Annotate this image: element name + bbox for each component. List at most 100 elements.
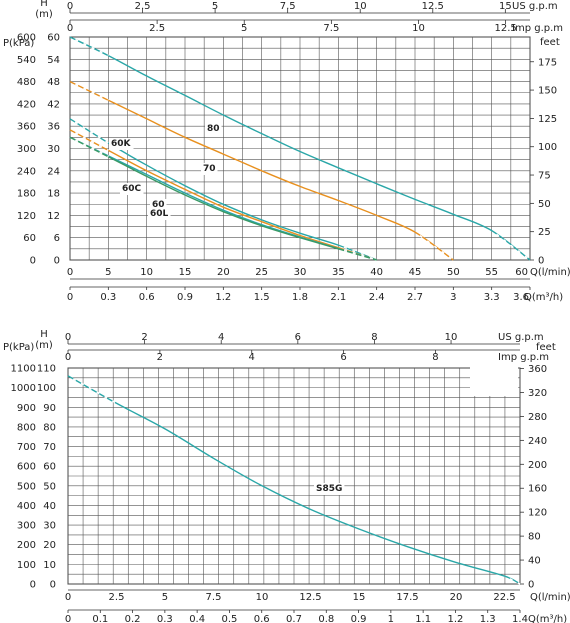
feet-tick-label: 360 [528,364,547,375]
pressure-tick-label: 600 [17,33,36,44]
pressure-tick-label: 300 [17,144,36,155]
m3h-tick-label: 0 [65,614,71,623]
feet-axis-title: feet [536,342,556,353]
pressure-tick-label: 0 [30,580,36,591]
series-dash-start [69,118,109,144]
series-dash-start [69,36,109,57]
pressure-tick-label: 1100 [11,364,36,375]
feet-tick-label: 280 [528,412,547,423]
imp-gpm-tick-label: 2 [157,352,163,363]
lmin-tick-label: 60 [515,267,528,278]
lmin-tick-label: 5 [162,592,168,603]
feet-tick-label: 80 [528,532,541,543]
us-gpm-tick-label: 15 [499,1,512,12]
series-dash-start [69,129,109,152]
feet-tick-label: 0 [528,580,534,591]
series-line-70 [69,80,454,261]
imp-gpm-tick-label: 4 [249,352,255,363]
lmin-tick-label: 15 [179,267,192,278]
pressure-tick-label: 0 [30,256,36,267]
m3h-tick-label: 3.3 [484,292,500,303]
feet-tick-label: 75 [538,171,551,182]
feet-axis-title: feet [540,37,560,48]
head-tick-label: 60 [43,462,56,473]
m3h-tick-label: 1.5 [254,292,270,303]
imp-gpm-tick-label: 10 [412,23,425,34]
head-axis-unit: (m) [35,9,53,20]
pressure-tick-label: 300 [17,521,36,532]
head-tick-label: 0 [50,580,56,591]
lmin-tick-label: 2.5 [109,592,125,603]
series-label-bg [120,183,144,195]
series-label-bg [148,208,171,220]
us-gpm-tick-label: 0 [67,1,73,12]
feet-tick-label: 40 [528,556,541,567]
m3h-tick-label: 1 [388,614,394,623]
pressure-tick-label: 420 [17,99,36,110]
head-tick-label: 30 [43,521,56,532]
gridlines [69,36,531,261]
pressure-tick-label: 120 [17,211,36,222]
m3h-tick-label: 0.1 [92,614,108,623]
m3h-tick-label: 1.4 [512,614,528,623]
m3h-tick-label: 2.4 [369,292,385,303]
lmin-tick-label: 12.5 [299,592,321,603]
pressure-tick-label: 200 [17,540,36,551]
feet-tick-label: 200 [528,460,547,471]
imp-gpm-axis-title: Imp g.p.m [512,23,563,34]
m3h-axis-title: Q(m³/h) [524,292,563,303]
pressure-axis-title: P(kPa) [3,38,34,49]
feet-tick-label: 0 [538,256,544,267]
pressure-tick-label: 240 [17,166,36,177]
series-line-60 [69,129,377,261]
series-dash-start [69,136,109,158]
imp-gpm-tick-label: 0 [67,23,73,34]
us-gpm-tick-label: 8 [371,332,377,343]
lmin-tick-label: 40 [370,267,383,278]
series-label-bg [201,163,218,175]
lmin-tick-label: 22.5 [493,592,515,603]
chart-1: P(kPa)H(m)600540480420360300240180120600… [3,0,570,303]
lmin-tick-label: 5 [105,267,111,278]
lmin-axis-title: Q(l/min) [530,267,570,278]
feet-tick-label: 320 [528,388,547,399]
feet-tick-label: 160 [528,484,547,495]
m3h-tick-label: 0.2 [125,614,141,623]
feet-tick-label: 120 [528,508,547,519]
us-gpm-axis-title: US g.p.m [512,1,558,12]
lmin-tick-label: 50 [447,267,460,278]
imp-gpm-tick-label: 12.5 [494,23,516,34]
feet-tick-label: 240 [528,436,547,447]
head-tick-label: 42 [47,99,60,110]
lmin-tick-label: 30 [294,267,307,278]
feet-tick-label: 125 [538,114,557,125]
pressure-tick-label: 700 [17,442,36,453]
pressure-tick-label: 800 [17,422,36,433]
imp-gpm-tick-label: 8 [432,352,438,363]
lmin-tick-label: 0 [67,267,73,278]
lmin-tick-label: 0 [65,592,71,603]
head-tick-label: 80 [43,422,56,433]
head-axis-title: H [40,0,48,9]
feet-tick-label: 50 [538,199,551,210]
lmin-tick-label: 10 [256,592,269,603]
feet-tick-label: 100 [538,142,557,153]
m3h-tick-label: 0 [67,292,73,303]
imp-gpm-tick-label: 0 [65,352,71,363]
blank-panel [470,362,518,396]
head-tick-label: 36 [47,122,60,133]
pressure-tick-label: 60 [23,233,36,244]
imp-gpm-tick-label: 7.5 [323,23,339,34]
pressure-tick-label: 900 [17,403,36,414]
us-gpm-tick-label: 10 [445,332,458,343]
us-gpm-tick-label: 5 [212,1,218,12]
pressure-tick-label: 360 [17,122,36,133]
series-label-60k: 60K [111,139,132,149]
head-tick-label: 20 [43,540,56,551]
head-tick-label: 110 [37,364,56,375]
series-line-80 [69,36,531,261]
series-label-60c: 60C [122,184,142,194]
head-tick-label: 90 [43,403,56,414]
series-label-bg [109,138,134,150]
